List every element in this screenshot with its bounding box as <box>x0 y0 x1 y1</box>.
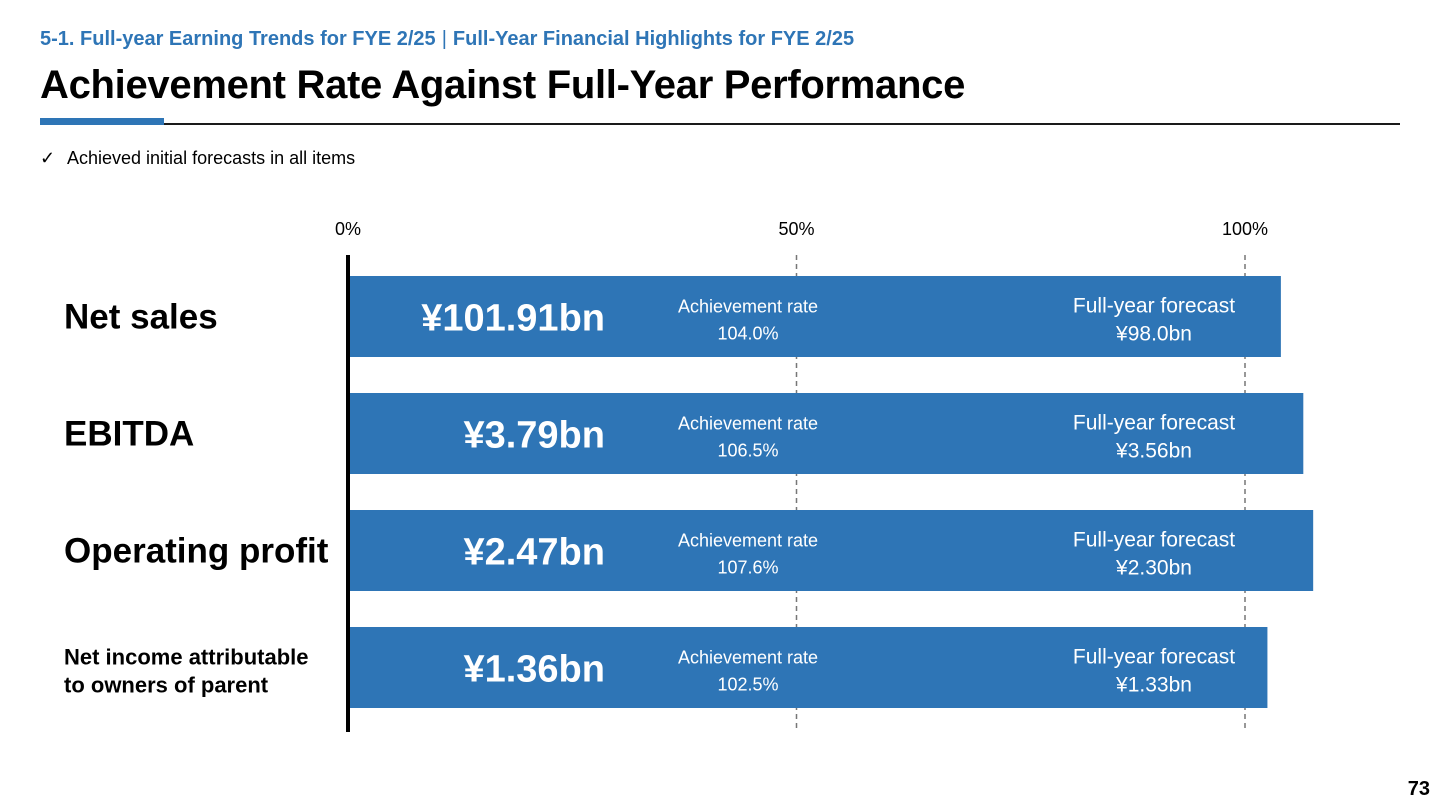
actual-value-label: ¥3.79bn <box>463 415 605 457</box>
breadcrumb-separator: | <box>441 28 447 50</box>
breadcrumb: 5-1. Full-year Earning Trends for FYE 2/… <box>40 28 854 51</box>
category-label: Net income attributable <box>64 645 308 670</box>
forecast-caption: Full-year forecast <box>1073 295 1235 318</box>
forecast-caption: Full-year forecast <box>1073 646 1235 669</box>
achievement-rate-caption: Achievement rate <box>678 414 818 434</box>
achievement-rate-value: 104.0% <box>717 324 778 344</box>
bar-4 <box>348 627 1268 708</box>
bar-2 <box>348 393 1304 474</box>
forecast-value: ¥3.56bn <box>1115 440 1192 463</box>
achievement-rate-caption: Achievement rate <box>678 531 818 551</box>
achievement-rate-value: 107.6% <box>717 558 778 578</box>
page-title: Achievement Rate Against Full-Year Perfo… <box>40 63 966 107</box>
forecast-caption: Full-year forecast <box>1073 529 1235 552</box>
bar-1 <box>348 276 1281 357</box>
summary-bullet: ✓ Achieved initial forecasts in all items <box>40 148 355 169</box>
forecast-value: ¥98.0bn <box>1115 323 1192 346</box>
title-accent-bar <box>40 118 164 125</box>
forecast-value: ¥2.30bn <box>1115 557 1192 580</box>
x-tick-label: 100% <box>1222 219 1268 239</box>
title-divider <box>40 123 1400 125</box>
x-tick-label: 0% <box>335 219 361 239</box>
achievement-rate-caption: Achievement rate <box>678 297 818 317</box>
actual-value-label: ¥2.47bn <box>463 532 605 574</box>
actual-value-label: ¥1.36bn <box>463 649 605 691</box>
category-label: EBITDA <box>64 415 194 454</box>
achievement-rate-value: 102.5% <box>717 675 778 695</box>
bar-3 <box>348 510 1314 591</box>
summary-text: Achieved initial forecasts in all items <box>67 148 356 168</box>
check-icon: ✓ <box>40 148 56 168</box>
category-label: to owners of parent <box>64 673 269 698</box>
achievement-rate-value: 106.5% <box>717 441 778 461</box>
breadcrumb-section: 5-1. Full-year Earning Trends for FYE 2/… <box>40 28 436 50</box>
forecast-value: ¥1.33bn <box>1115 674 1192 697</box>
actual-value-label: ¥101.91bn <box>421 298 605 340</box>
category-label: Operating profit <box>64 532 329 571</box>
forecast-caption: Full-year forecast <box>1073 412 1235 435</box>
x-tick-label: 50% <box>778 219 814 239</box>
category-label: Net sales <box>64 298 218 337</box>
breadcrumb-page: Full-Year Financial Highlights for FYE 2… <box>452 28 855 50</box>
page-number: 73 <box>1407 778 1430 800</box>
achievement-rate-caption: Achievement rate <box>678 648 818 668</box>
